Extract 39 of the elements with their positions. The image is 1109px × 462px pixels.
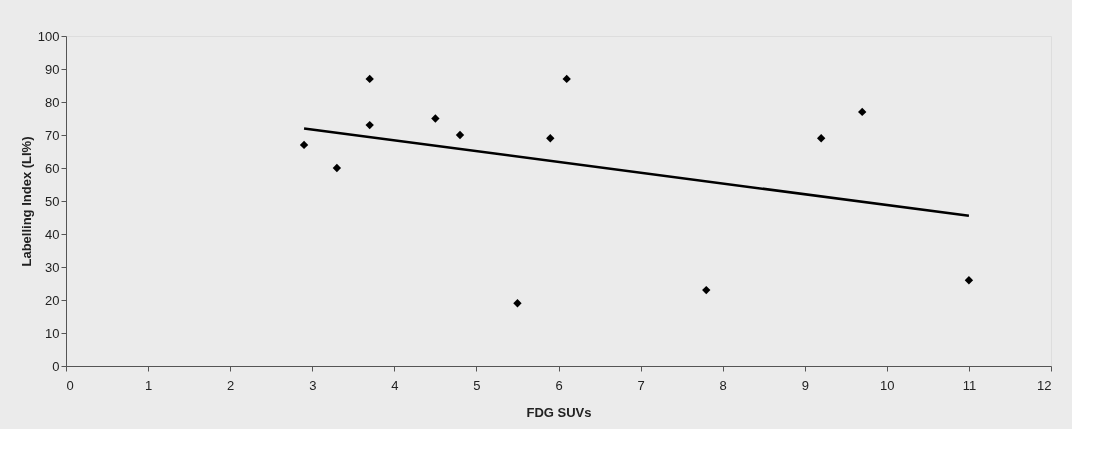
x-tick-label: 4 [391, 377, 399, 393]
y-tick-label: 60 [45, 160, 60, 176]
x-tick-label: 0 [66, 377, 74, 393]
point [431, 114, 440, 123]
y-axis-title: Labelling Index (LI%) [18, 136, 34, 267]
point [513, 299, 522, 308]
point [964, 276, 974, 285]
x-tick-label: 10 [880, 377, 895, 393]
x-tick-label: 1 [144, 377, 153, 393]
x-axis-title: FDG SUVs [526, 404, 592, 420]
y-tick-label: 50 [45, 193, 60, 209]
y-tick-label: 70 [45, 127, 60, 143]
x-tick-label: 11 [962, 377, 977, 393]
x-tick-label: 6 [555, 377, 563, 393]
x-tick-label: 9 [801, 377, 809, 393]
x-tick-label: 12 [1037, 377, 1052, 393]
y-tick-label: 0 [52, 358, 60, 374]
x-tick-label: 2 [227, 377, 235, 393]
point [546, 134, 555, 143]
point [816, 134, 826, 143]
y-tick-label: 100 [37, 28, 60, 44]
y-tick-label: 80 [45, 94, 60, 110]
point [702, 285, 711, 295]
y-tick-label: 10 [45, 325, 60, 341]
point [562, 74, 571, 84]
y-tick-label: 90 [45, 61, 60, 77]
y-tick-label: 40 [45, 226, 60, 242]
point [455, 130, 465, 140]
y-tick-label: 20 [45, 292, 60, 308]
point [299, 140, 309, 150]
x-tick-label: 5 [473, 377, 481, 393]
point [365, 120, 374, 130]
point [365, 74, 374, 84]
point [858, 107, 867, 117]
point [332, 163, 342, 173]
x-tick-label: 3 [309, 377, 317, 393]
x-tick-label: 8 [719, 377, 727, 393]
x-tick-label: 7 [637, 377, 645, 393]
y-tick-label: 30 [45, 259, 60, 275]
